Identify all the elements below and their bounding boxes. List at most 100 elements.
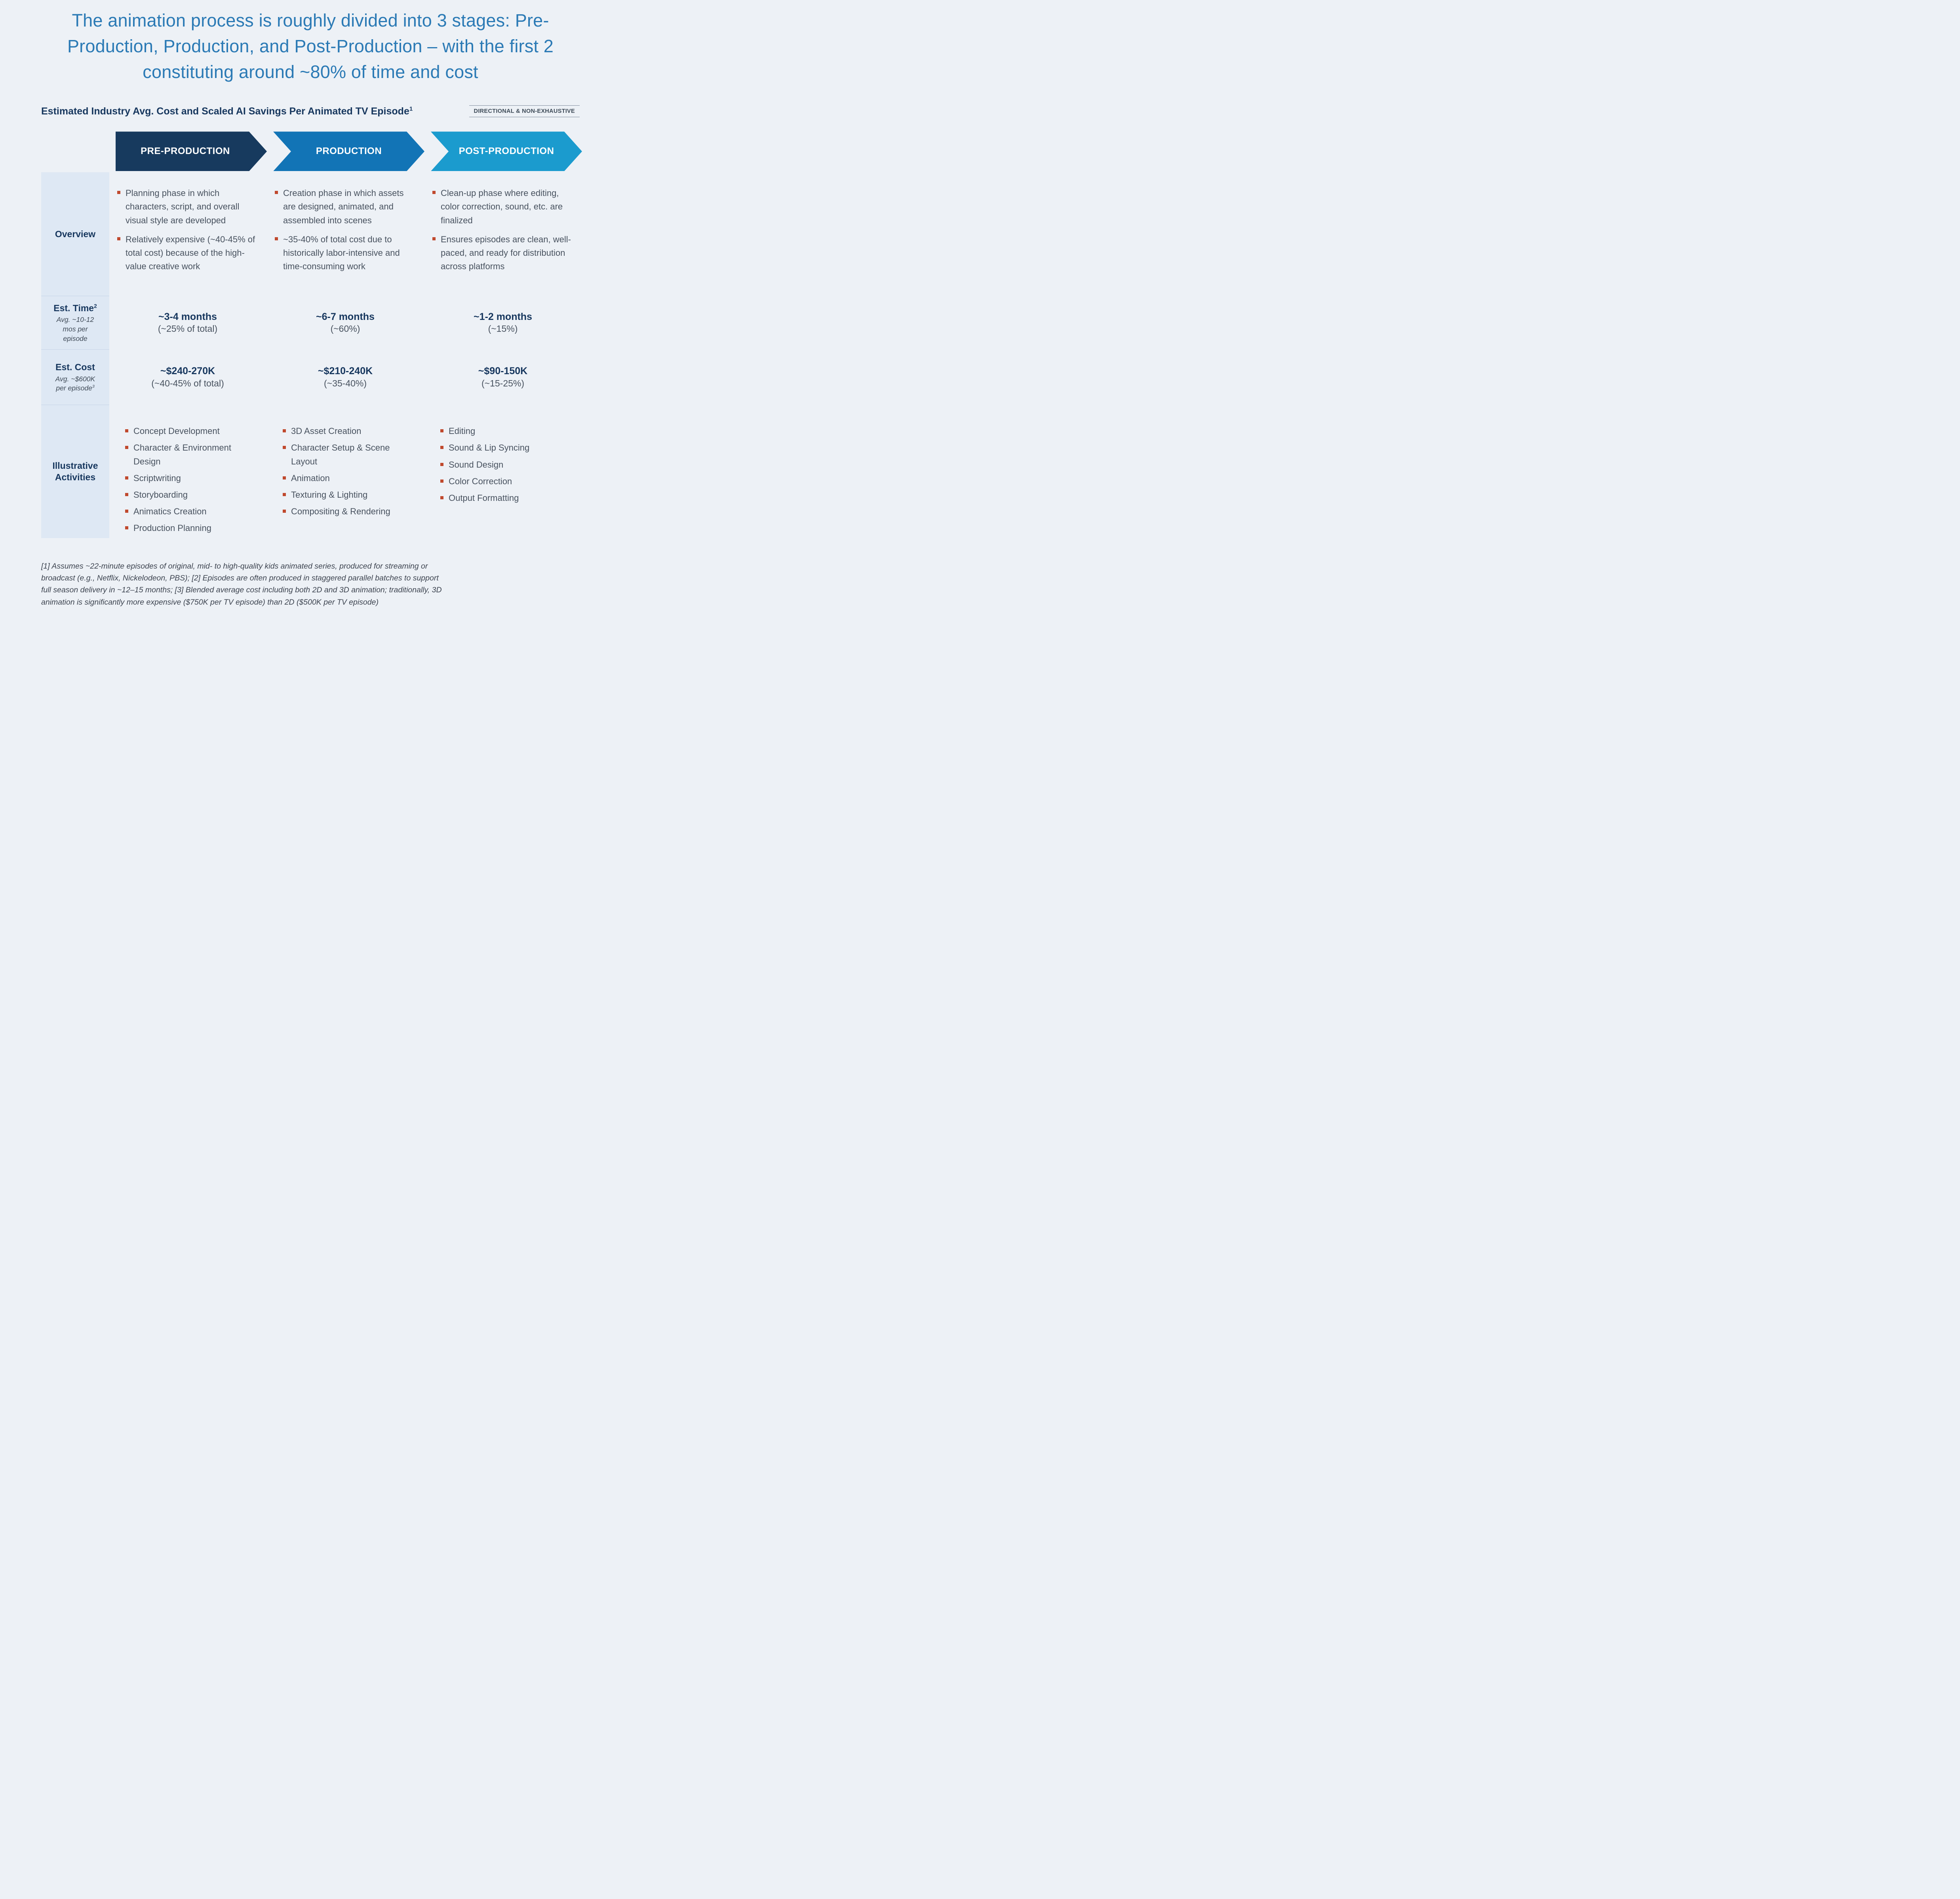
bullet-square-icon bbox=[283, 446, 286, 449]
directional-tag: DIRECTIONAL & NON-EXHAUSTIVE bbox=[469, 105, 580, 118]
cost-share: (~35-40%) bbox=[323, 378, 367, 388]
chevron-post-production: POST-PRODUCTION bbox=[431, 131, 582, 171]
time-production: ~6-7 months (~60%) bbox=[273, 296, 424, 349]
cost-value: ~$210-240K bbox=[318, 365, 373, 377]
bullet-square-icon bbox=[432, 191, 436, 194]
bullet-square-icon bbox=[275, 237, 278, 240]
list-item: Character & Environment Design bbox=[125, 441, 258, 468]
chevron-production: PRODUCTION bbox=[273, 131, 424, 171]
row-label-est-time: Est. Time2 Avg. ~10-12 mos per episode bbox=[41, 296, 109, 350]
bullet-text: Animatics Creation bbox=[133, 506, 207, 516]
time-share: (~15%) bbox=[488, 323, 518, 334]
list-item: Sound Design bbox=[440, 458, 573, 472]
list-item: Editing bbox=[440, 424, 573, 438]
page-title: The animation process is roughly divided… bbox=[67, 10, 554, 82]
list-item: Planning phase in which characters, scri… bbox=[117, 186, 258, 227]
bullet-text: Compositing & Rendering bbox=[291, 506, 390, 516]
est-time-sublabel: Avg. ~10-12 mos per episode bbox=[56, 316, 94, 343]
est-cost-label: Est. Cost bbox=[55, 362, 95, 372]
bullet-text: Sound Design bbox=[449, 459, 504, 470]
list-item: Creation phase in which assets are desig… bbox=[275, 186, 416, 227]
overview-pre-production: Planning phase in which characters, scri… bbox=[116, 172, 267, 296]
bullet-text: Color Correction bbox=[449, 476, 512, 486]
bullet-square-icon bbox=[275, 191, 278, 194]
est-time-label-text: Est. Time bbox=[53, 303, 94, 313]
list-item: Clean-up phase where editing, color corr… bbox=[432, 186, 573, 227]
overview-label: Overview bbox=[55, 229, 96, 240]
cost-share: (~15-25%) bbox=[481, 378, 525, 388]
bullet-text: Output Formatting bbox=[449, 493, 519, 503]
est-time-footnote-marker: 2 bbox=[94, 303, 97, 309]
bullet-square-icon bbox=[283, 429, 286, 433]
list-item: Sound & Lip Syncing bbox=[440, 441, 573, 455]
list-item: Scriptwriting bbox=[125, 472, 258, 485]
bullet-square-icon bbox=[440, 429, 443, 433]
time-value: ~3-4 months bbox=[158, 311, 217, 322]
cost-value: ~$240-270K bbox=[160, 365, 215, 377]
bullet-square-icon bbox=[125, 526, 128, 529]
bullet-square-icon bbox=[125, 509, 128, 513]
bullet-square-icon bbox=[440, 462, 443, 466]
list-item: Production Planning bbox=[125, 521, 258, 535]
overview-production: Creation phase in which assets are desig… bbox=[273, 172, 424, 296]
list-item: Animation bbox=[283, 472, 416, 485]
bullet-square-icon bbox=[440, 479, 443, 483]
bullet-text: 3D Asset Creation bbox=[291, 426, 362, 436]
list-item: Animatics Creation bbox=[125, 505, 258, 518]
list-item: Storyboarding bbox=[125, 488, 258, 502]
row-label-overview: Overview bbox=[41, 172, 109, 296]
cost-pre-production: ~$240-270K (~40-45% of total) bbox=[116, 349, 267, 405]
time-share: (~60%) bbox=[330, 323, 360, 334]
activities-production: 3D Asset Creation Character Setup & Scen… bbox=[273, 405, 424, 538]
row-label-activities: Illustrative Activities bbox=[41, 405, 109, 538]
list-item: Character Setup & Scene Layout bbox=[283, 441, 416, 468]
est-time-label: Est. Time2 bbox=[53, 303, 97, 314]
bullet-text: Relatively expensive (~40-45% of total c… bbox=[126, 234, 255, 271]
est-cost-footnote-marker: 3 bbox=[92, 384, 95, 389]
bullet-text: Sound & Lip Syncing bbox=[449, 443, 530, 453]
list-item: Concept Development bbox=[125, 424, 258, 438]
activities-label: Illustrative Activities bbox=[52, 460, 98, 483]
cost-share: (~40-45% of total) bbox=[151, 378, 224, 388]
bullet-text: Scriptwriting bbox=[133, 473, 181, 483]
subtitle-footnote-marker: 1 bbox=[409, 106, 413, 113]
bullet-square-icon bbox=[432, 237, 436, 240]
bullet-square-icon bbox=[117, 191, 120, 194]
bullet-text: ~35-40% of total cost due to historicall… bbox=[283, 234, 400, 271]
row-label-est-cost: Est. Cost Avg. ~$600K per episode3 bbox=[41, 349, 109, 405]
bullet-text: Clean-up phase where editing, color corr… bbox=[441, 188, 563, 225]
cost-production: ~$210-240K (~35-40%) bbox=[273, 349, 424, 405]
list-item: Output Formatting bbox=[440, 491, 573, 505]
bullet-square-icon bbox=[283, 476, 286, 480]
bullet-text: Character & Environment Design bbox=[133, 443, 231, 466]
bullet-text: Editing bbox=[449, 426, 476, 436]
bullet-text: Storyboarding bbox=[133, 489, 188, 500]
bullet-text: Creation phase in which assets are desig… bbox=[283, 188, 404, 225]
est-cost-sublabel-text: Avg. ~$600K per episode bbox=[55, 375, 95, 392]
activities-pre-production: Concept Development Character & Environm… bbox=[116, 405, 267, 538]
bullet-square-icon bbox=[117, 237, 120, 240]
est-cost-sublabel: Avg. ~$600K per episode3 bbox=[51, 375, 99, 393]
bullet-text: Animation bbox=[291, 473, 330, 483]
bullet-text: Planning phase in which characters, scri… bbox=[126, 188, 240, 225]
bullet-square-icon bbox=[283, 493, 286, 496]
list-item: Color Correction bbox=[440, 475, 573, 488]
bullet-square-icon bbox=[125, 493, 128, 496]
time-share: (~25% of total) bbox=[158, 323, 218, 334]
bullet-square-icon bbox=[125, 476, 128, 480]
time-value: ~6-7 months bbox=[316, 311, 375, 322]
stages-grid: PRE-PRODUCTION PRODUCTION POST-PRODUCTIO… bbox=[41, 131, 582, 538]
bullet-text: Texturing & Lighting bbox=[291, 489, 368, 500]
list-item: Texturing & Lighting bbox=[283, 488, 416, 502]
footnotes: [1] Assumes ~22-minute episodes of origi… bbox=[41, 562, 442, 607]
bullet-square-icon bbox=[440, 446, 443, 449]
bullet-text: Production Planning bbox=[133, 523, 211, 533]
time-value: ~1-2 months bbox=[474, 311, 532, 322]
bullet-square-icon bbox=[125, 429, 128, 433]
header-row: Estimated Industry Avg. Cost and Scaled … bbox=[41, 105, 580, 118]
bullet-square-icon bbox=[125, 446, 128, 449]
list-item: Compositing & Rendering bbox=[283, 505, 416, 518]
chevron-pre-production: PRE-PRODUCTION bbox=[116, 131, 267, 171]
list-item: Ensures episodes are clean, well-paced, … bbox=[432, 233, 573, 273]
slide-page: The animation process is roughly divided… bbox=[0, 0, 621, 624]
